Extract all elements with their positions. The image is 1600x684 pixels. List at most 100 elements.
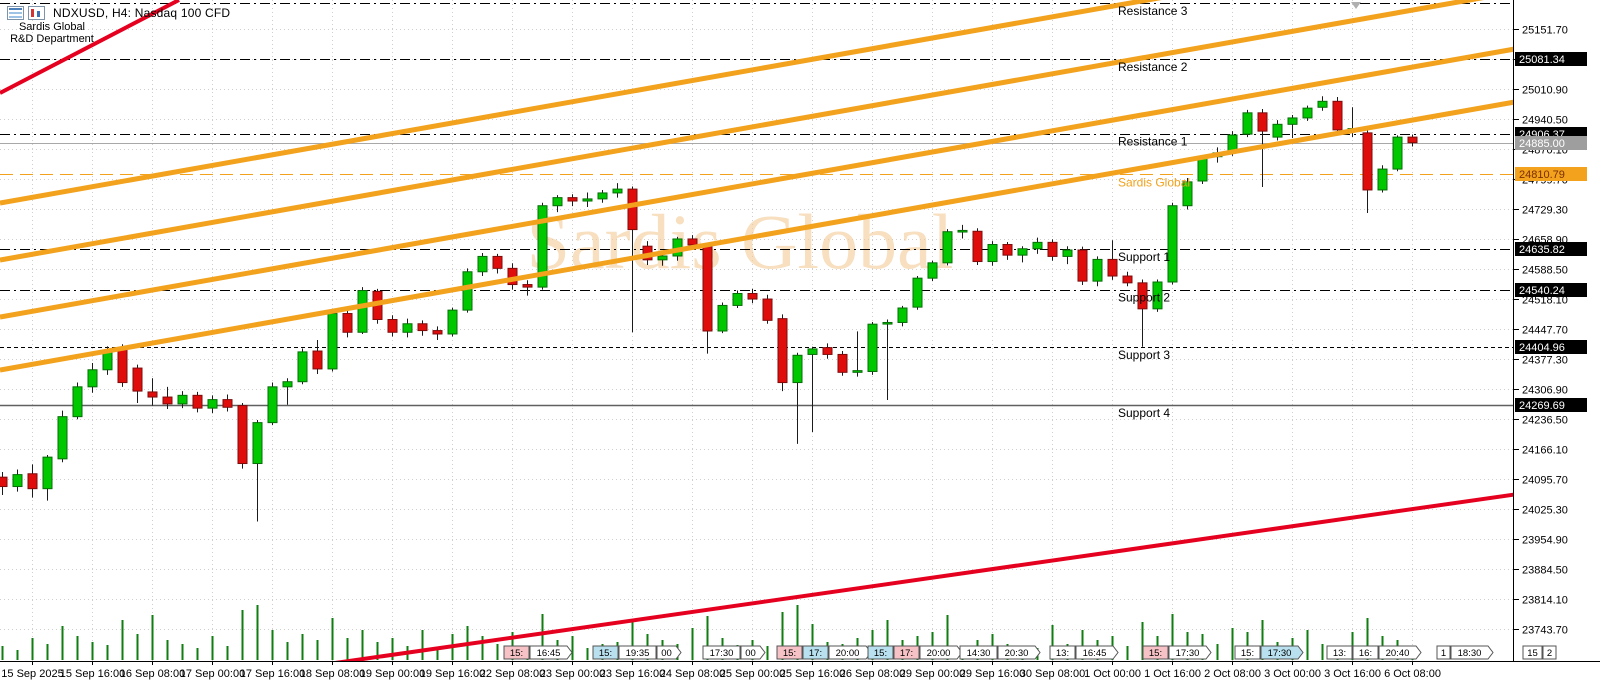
price-badge-label: 24269.69 (1519, 400, 1565, 412)
price-badge-label: 24540.24 (1519, 285, 1565, 297)
candle-bull (1062, 249, 1073, 257)
session-tag[interactable] (592, 645, 619, 660)
price-tick-label: 23814.10 (1522, 595, 1568, 607)
session-tag[interactable] (997, 645, 1041, 660)
candle-bull (1167, 205, 1178, 283)
chart-symbol-title: NDXUSD, H4: Nasdaq 100 CFD (53, 6, 231, 20)
candle-bear (1002, 243, 1013, 256)
candle-bull (282, 381, 293, 388)
session-tag[interactable] (1436, 645, 1451, 660)
candle-bull (942, 231, 953, 264)
price-tick-label: 25010.90 (1522, 85, 1568, 97)
candle-bull (1317, 100, 1328, 108)
time-tick-label: 17 Sep 00:00 (180, 668, 245, 680)
session-tag[interactable] (740, 645, 766, 660)
candle-bull (1197, 157, 1208, 182)
session-tag[interactable] (802, 645, 829, 660)
level-label: Resistance 3 (1118, 4, 1188, 18)
candle-bull (987, 243, 998, 263)
time-tick-label: 15 Sep 2025 (1, 668, 63, 680)
price-tick-label: 24940.50 (1522, 115, 1568, 127)
session-tag[interactable] (776, 645, 803, 660)
session-markers[interactable]: 15: 16:45 15: 19:35 00 17:30 00 15: 17: 20:00 15: 1… (503, 645, 1557, 660)
quotes-table-icon[interactable] (7, 6, 24, 20)
candle-bull (1272, 123, 1283, 138)
orange-channel-2[interactable] (0, 0, 1560, 263)
session-tag[interactable] (656, 645, 682, 660)
candle-bull (927, 262, 938, 279)
candle-bull (867, 323, 878, 372)
candle-bear (1122, 275, 1133, 284)
level-label: Support 1 (1118, 250, 1170, 264)
candle-bear (627, 188, 638, 231)
session-tag-label: 17:30 (1268, 648, 1292, 659)
candle-bull (882, 321, 893, 325)
session-tag-label: 20:40 (1386, 648, 1410, 659)
session-tag[interactable] (893, 645, 920, 660)
time-tick-label: 25 Sep 00:00 (720, 668, 785, 680)
candle-bull (582, 198, 593, 202)
session-tag[interactable] (1260, 645, 1304, 660)
session-tag-label: 14:30 (967, 648, 991, 659)
candle-bull (792, 354, 803, 384)
price-badge (1515, 283, 1587, 297)
session-tag[interactable] (1234, 645, 1261, 660)
price-badge-label: 24635.82 (1519, 244, 1565, 256)
orange-channel-4[interactable] (0, 94, 1560, 373)
candle-bear (567, 197, 578, 202)
red-steep-upper[interactable] (0, 0, 180, 95)
session-tag-label: 20:00 (927, 648, 951, 659)
candle-bull (1287, 117, 1298, 125)
level-label: Sardis Global (1118, 175, 1190, 189)
candle-bear (147, 391, 158, 398)
candle-bull (1302, 107, 1313, 119)
time-tick-label: 6 Oct 08:00 (1384, 668, 1441, 680)
session-tag[interactable] (867, 645, 894, 660)
candle-bull (42, 456, 53, 490)
candle-bull (957, 229, 968, 233)
levels[interactable] (0, 2, 1513, 407)
candle-bull (447, 309, 458, 335)
price-tick-label: 24729.30 (1522, 205, 1568, 217)
session-tag[interactable] (959, 645, 998, 660)
time-tick-label: 1 Oct 00:00 (1084, 668, 1141, 680)
object-anchor-marker[interactable] (1351, 2, 1361, 9)
session-tag[interactable] (503, 645, 530, 660)
session-tag[interactable] (618, 645, 657, 660)
price-tick-label: 24306.90 (1522, 385, 1568, 397)
session-tag-label: 17: (809, 648, 822, 659)
candle-bull (267, 386, 278, 424)
session-tag[interactable] (1352, 645, 1379, 660)
candle-bear (837, 353, 848, 373)
candle-bear (747, 293, 758, 300)
candle-bull (552, 197, 563, 207)
session-tag[interactable] (1075, 645, 1119, 660)
session-tag-label: 13: (1056, 648, 1069, 659)
orange-channel-3[interactable] (0, 41, 1560, 320)
trend-lines[interactable] (0, 0, 1560, 668)
session-tag[interactable] (529, 645, 573, 660)
session-tag[interactable] (1522, 645, 1543, 660)
orange-channel-1[interactable] (0, 0, 1560, 206)
session-tag[interactable] (1450, 645, 1494, 660)
candle-bull (717, 304, 728, 332)
session-tag[interactable] (1378, 645, 1422, 660)
time-tick-label: 30 Sep 08:00 (1020, 668, 1085, 680)
session-tag[interactable] (1049, 645, 1076, 660)
session-tag[interactable] (702, 645, 741, 660)
chart-header: NDXUSD, H4: Nasdaq 100 CFD (7, 6, 230, 20)
candle-bear (1407, 136, 1418, 144)
session-tag[interactable] (1326, 645, 1353, 660)
session-tag[interactable] (1542, 645, 1557, 660)
candle-bull (852, 370, 863, 373)
red-lower[interactable] (300, 488, 1560, 668)
price-badge-label: 24885.00 (1519, 138, 1565, 150)
price-badge (1515, 398, 1587, 412)
session-tag[interactable] (1142, 645, 1169, 660)
price-axis[interactable]: 25151.7025081.3025010.9024940.5024870.10… (1513, 25, 1587, 637)
session-tag[interactable] (1168, 645, 1212, 660)
time-tick-label: 26 Sep 08:00 (840, 668, 905, 680)
chart-type-icon[interactable] (28, 6, 45, 20)
